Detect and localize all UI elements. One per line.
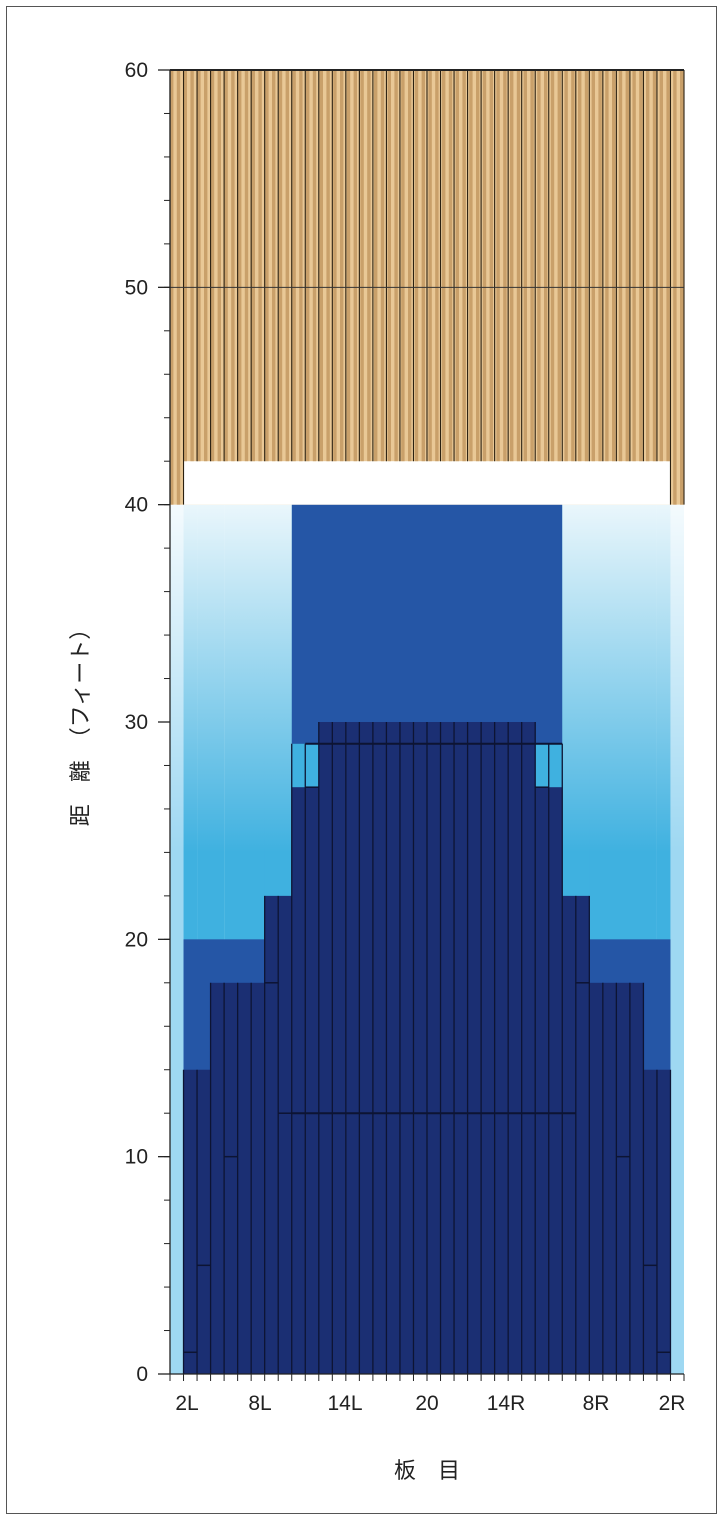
y-tick-label: 20 [125,928,148,951]
wood-stripe [313,70,316,461]
wood-stripe [211,70,214,461]
wood-stripe [483,70,486,461]
wood-stripe [326,70,329,461]
y-tick-label: 50 [125,276,148,299]
wood-stripe [510,70,513,461]
y-tick-label: 30 [125,711,148,734]
wood-stripe [272,70,275,461]
wood-stripe [286,70,289,461]
wood-stripe [564,70,567,461]
x-tick-label: 2L [175,1392,198,1415]
wood-stripe [490,70,493,461]
wood-stripe [381,70,384,461]
wood-stripe [592,70,595,461]
wood-stripe [435,70,438,461]
x-tick-label: 8L [248,1392,271,1415]
wood-stripe [646,70,649,461]
wood-stripe [619,70,622,461]
wood-stripe [360,70,363,461]
wood-stripe [503,70,506,461]
x-tick-label: 8R [583,1392,610,1415]
wood-stripe [462,70,465,461]
wood-stripe [558,70,561,461]
wood-stripe [292,70,295,461]
wood-stripe [639,70,642,461]
wood-stripe [442,70,445,461]
wood-grain [170,70,684,505]
wood-stripe [388,70,391,461]
x-tick-label: 20 [415,1392,438,1415]
wood-stripe [238,70,241,461]
wood-stripe [551,70,554,461]
wood-stripe [258,70,261,461]
wood-stripe [585,70,588,461]
fade-left [170,461,292,852]
wood-stripe [299,70,302,461]
x-tick-label: 2R [659,1392,686,1415]
wood-stripe [422,70,425,461]
wood-stripe [544,70,547,461]
wood-stripe [347,70,350,461]
wood-stripe [252,70,255,461]
y-tick-label: 40 [125,494,148,517]
wood-stripe [320,70,323,461]
wood-stripe [578,70,581,461]
wood-stripe [537,70,540,461]
wood-stripe [456,70,459,461]
wood-stripe [204,70,207,461]
wood-stripe [340,70,343,461]
x-tick-label: 14L [327,1392,362,1415]
wood-stripe [394,70,397,461]
wood-stripe [333,70,336,461]
wood-stripe [184,70,187,461]
wood-stripe [666,70,669,461]
wood-stripe [224,70,227,461]
wood-stripe [469,70,472,461]
wood-stripe [401,70,404,461]
wood-stripe [605,70,608,461]
wood-stripe [626,70,629,461]
wood-stripe [517,70,520,461]
wood-stripe [428,70,431,461]
wood-stripe [231,70,234,461]
wood-stripe [530,70,533,461]
y-tick-label: 0 [136,1363,148,1386]
y-tick-label: 10 [125,1146,148,1169]
x-axis-title: 板 目 [394,1459,460,1484]
wood-stripe [279,70,282,461]
fade-right [562,461,684,852]
wood-stripe [571,70,574,461]
wood-stripe [408,70,411,461]
wood-cutout [184,461,671,504]
wood-stripe [632,70,635,461]
wood-stripe [190,70,193,461]
wood-stripe [367,70,370,461]
y-tick-label: 60 [125,59,148,82]
wood-stripe [598,70,601,461]
wood-stripe [245,70,248,461]
wood-stripe [449,70,452,461]
wood-stripe [354,70,357,461]
wood-stripe [265,70,268,461]
wood-stripe [660,70,663,461]
wood-stripe [524,70,527,461]
wood-stripe [415,70,418,461]
x-tick-label: 14R [487,1392,526,1415]
wood-stripe [612,70,615,461]
wood-stripe [374,70,377,461]
y-axis-title: 距 離 （フィート） [69,618,94,827]
wood-stripe [496,70,499,461]
wood-stripe [197,70,200,461]
wood-stripe [653,70,656,461]
wood-stripe [476,70,479,461]
wood-stripe [218,70,221,461]
wood-stripe [306,70,309,461]
